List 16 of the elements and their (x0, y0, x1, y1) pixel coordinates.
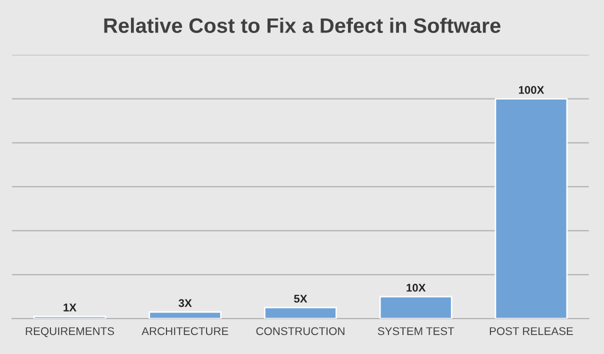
x-tick-label: CONSTRUCTION (256, 327, 344, 336)
data-label: 3X (178, 299, 192, 308)
bar (379, 296, 452, 319)
bar (494, 98, 568, 319)
x-tick-label: ARCHITECTURE (142, 327, 228, 336)
data-label: 1X (64, 304, 76, 312)
data-label: 5X (294, 294, 308, 303)
x-tick-label: SYSTEM TEST (378, 327, 454, 336)
bar (264, 306, 337, 319)
bar (148, 311, 222, 319)
data-label: 100X (518, 86, 544, 94)
data-label: 10X (406, 284, 426, 292)
chart-title: Relative Cost to Fix a Defect in Software (104, 18, 500, 34)
bar (33, 316, 106, 319)
x-tick-label: REQUIREMENTS (26, 327, 114, 338)
x-tick-label: POST RELEASE (490, 327, 573, 336)
